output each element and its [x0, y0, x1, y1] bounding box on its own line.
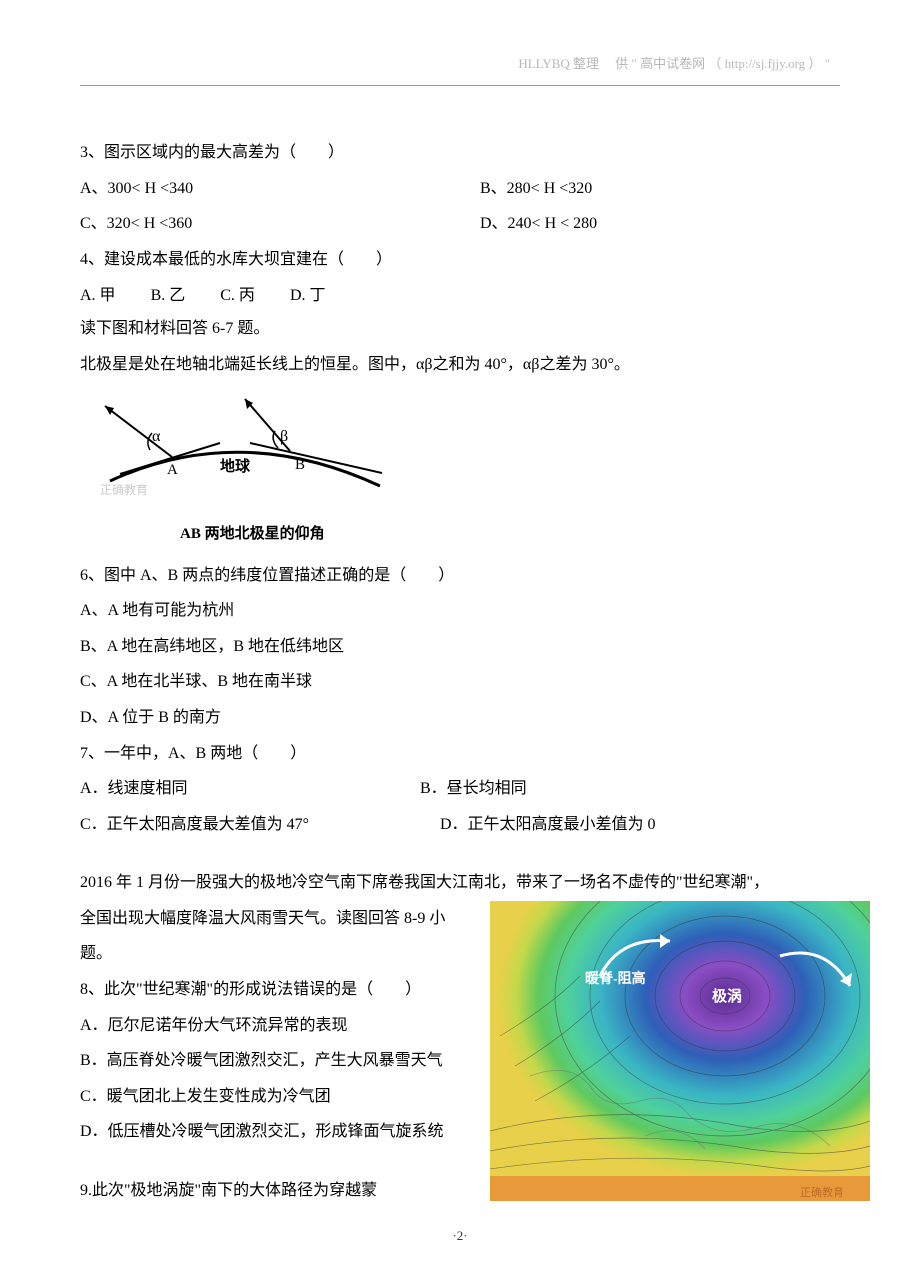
- header-url-open: （: [708, 56, 721, 71]
- q8-optD: D．低压槽处冷暖气团激烈交汇，形成锋面气旋系统: [80, 1115, 480, 1149]
- q4-optA: A. 甲: [80, 279, 116, 313]
- fig1-watermark: 正确教育: [100, 482, 148, 497]
- q8-optC: C．暖气团北上发生变性成为冷气团: [80, 1080, 480, 1114]
- header-url: http://sj.fjjy.org: [725, 56, 806, 71]
- header-source-prefix: 供: [615, 56, 628, 71]
- q8-optA: A．厄尔尼诺年份大气环流异常的表现: [80, 1009, 480, 1043]
- q6-stem: 6、图中 A、B 两点的纬度位置描述正确的是（ ）: [80, 559, 840, 593]
- label-B: B: [295, 457, 305, 473]
- label-earth: 地球: [220, 457, 251, 475]
- q6-optA: A、A 地有可能为杭州: [80, 594, 840, 628]
- passage2-section: 2016 年 1 月份一股强大的极地冷空气南下席卷我国大江南北，带来了一场名不虚…: [80, 866, 840, 1207]
- header-quote-open: ": [632, 56, 637, 71]
- page-number: ·2·: [0, 1222, 920, 1249]
- q3-optB: B、280< H <320: [480, 172, 840, 206]
- label-vortex: 极涡: [712, 987, 742, 1005]
- fig1-desc: 北极星是处在地轴北端延长线上的恒星。图中，αβ之和为 40°，αβ之差为 30°…: [80, 348, 840, 382]
- q7-optC: C．正午太阳高度最大差值为 47°: [80, 808, 440, 842]
- q3-row1: A、300< H <340 B、280< H <320: [80, 172, 840, 206]
- label-alpha: α: [152, 428, 161, 445]
- q4-optC: C. 丙: [220, 279, 255, 313]
- label-A: A: [167, 462, 178, 478]
- q7-optA: A．线速度相同: [80, 772, 420, 806]
- page-header: HLLYBQ 整理 供 " 高中试卷网 （ http://sj.fjjy.org…: [80, 50, 840, 77]
- q4-optB: B. 乙: [151, 279, 186, 313]
- q6-optC: C、A 地在北半球、B 地在南半球: [80, 665, 840, 699]
- q4-options: A. 甲 B. 乙 C. 丙 D. 丁: [80, 279, 840, 313]
- fig1-intro: 读下图和材料回答 6-7 题。: [80, 312, 840, 346]
- q7-optB: B．昼长均相同: [420, 772, 527, 806]
- q3-optD: D、240< H < 280: [480, 207, 840, 241]
- q7-row1: A．线速度相同 B．昼长均相同: [80, 772, 840, 806]
- q8-optB: B．高压脊处冷暖气团激烈交汇，产生大风暴雪天气: [80, 1044, 480, 1078]
- q3-optA: A、300< H <340: [80, 172, 480, 206]
- fig1-caption: AB 两地北极星的仰角: [180, 519, 840, 551]
- label-beta: β: [280, 428, 288, 445]
- header-divider: [80, 85, 840, 86]
- q7-stem: 7、一年中，A、B 两地（ ）: [80, 737, 840, 771]
- wrapped-text-block: 全国出现大幅度降温大风雨雪天气。读图回答 8-9 小 题。 8、此次"世纪寒潮"…: [80, 902, 480, 1208]
- weather-map-svg: 暖脊-阻高 极涡 正确教育: [490, 901, 870, 1201]
- q7-optD: D．正午太阳高度最小差值为 0: [440, 808, 656, 842]
- passage2-line1: 2016 年 1 月份一股强大的极地冷空气南下席卷我国大江南北，带来了一场名不虚…: [80, 866, 840, 900]
- polaris-angle-figure: α β A B 地球 正确教育: [90, 391, 840, 514]
- tangent-B: [250, 443, 382, 473]
- weather-map-figure: 暖脊-阻高 极涡 正确教育: [490, 901, 870, 1201]
- header-quote-close: ": [825, 56, 830, 71]
- q3-optC: C、320< H <360: [80, 207, 480, 241]
- label-ridge: 暖脊-阻高: [585, 970, 646, 987]
- ray-A: [105, 406, 172, 457]
- header-source-name: 高中试卷网: [640, 56, 705, 71]
- header-editor: HLLYBQ 整理: [518, 56, 599, 71]
- q4-optD: D. 丁: [290, 279, 326, 313]
- q6-optB: B、A 地在高纬地区，B 地在低纬地区: [80, 630, 840, 664]
- polaris-angle-svg: α β A B 地球 正确教育: [90, 391, 390, 501]
- q9-stem: 9.此次"极地涡旋"南下的大体路径为穿越蒙: [80, 1174, 480, 1208]
- passage2-line2: 全国出现大幅度降温大风雨雪天气。读图回答 8-9 小: [80, 902, 480, 936]
- weather-watermark: 正确教育: [800, 1185, 844, 1199]
- weather-bg: [490, 901, 870, 1201]
- q7-row2: C．正午太阳高度最大差值为 47° D．正午太阳高度最小差值为 0: [80, 808, 840, 842]
- q6-optD: D、A 位于 B 的南方: [80, 701, 840, 735]
- q3-stem: 3、图示区域内的最大高差为（ ）: [80, 136, 840, 170]
- q3-row2: C、320< H <360 D、240< H < 280: [80, 207, 840, 241]
- q4-stem: 4、建设成本最低的水库大坝宜建在（ ）: [80, 243, 840, 277]
- q8-stem: 8、此次"世纪寒潮"的形成说法错误的是（ ）: [80, 973, 480, 1007]
- header-url-close: ）: [808, 56, 821, 71]
- arrow-A: [105, 406, 114, 415]
- passage2-line3: 题。: [80, 937, 480, 971]
